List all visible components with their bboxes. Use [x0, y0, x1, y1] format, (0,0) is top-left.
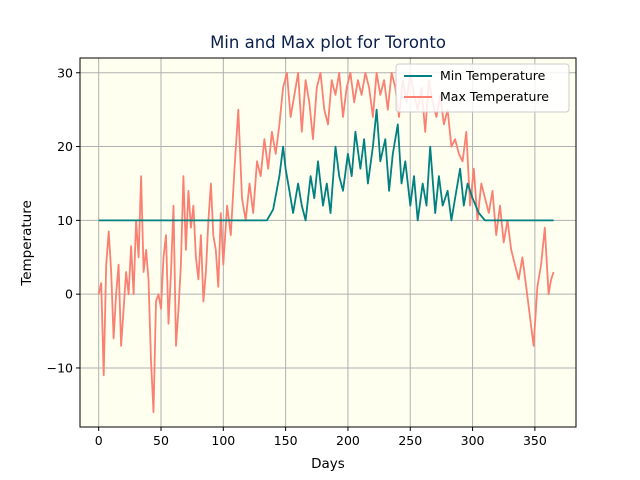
axis-ticks: 0 50 100 150 200 250 300 350 −10 0 10 20 30 [47, 65, 547, 448]
x-tick-label: 250 [398, 433, 422, 448]
y-tick-label: 30 [57, 65, 73, 80]
plot-frame [79, 57, 577, 428]
y-tick-label: 20 [57, 139, 73, 154]
x-tick-label: 200 [336, 433, 360, 448]
max-temperature-line [97, 71, 555, 414]
x-axis-label: Days [311, 456, 345, 472]
y-tick-label: 10 [57, 213, 73, 228]
legend-min-label: Min Temperature [440, 68, 546, 83]
x-tick-label: 100 [211, 433, 235, 448]
legend-box [395, 63, 570, 113]
y-tick-label: 0 [65, 287, 73, 302]
min-temperature-line [98, 108, 554, 222]
x-tick-label: 0 [95, 433, 103, 448]
x-tick-label: 150 [274, 433, 298, 448]
x-tick-label: 50 [153, 433, 169, 448]
legend: Min Temperature Max Temperature [395, 63, 570, 113]
gridlines [80, 58, 576, 427]
x-tick-label: 300 [461, 433, 485, 448]
chart-title: Min and Max plot for Toronto [210, 33, 446, 52]
series-lines [97, 71, 555, 414]
legend-max-label: Max Temperature [440, 89, 549, 104]
y-axis-label: Temperature [19, 200, 35, 287]
x-tick-label: 350 [523, 433, 547, 448]
y-tick-label: −10 [47, 360, 73, 375]
